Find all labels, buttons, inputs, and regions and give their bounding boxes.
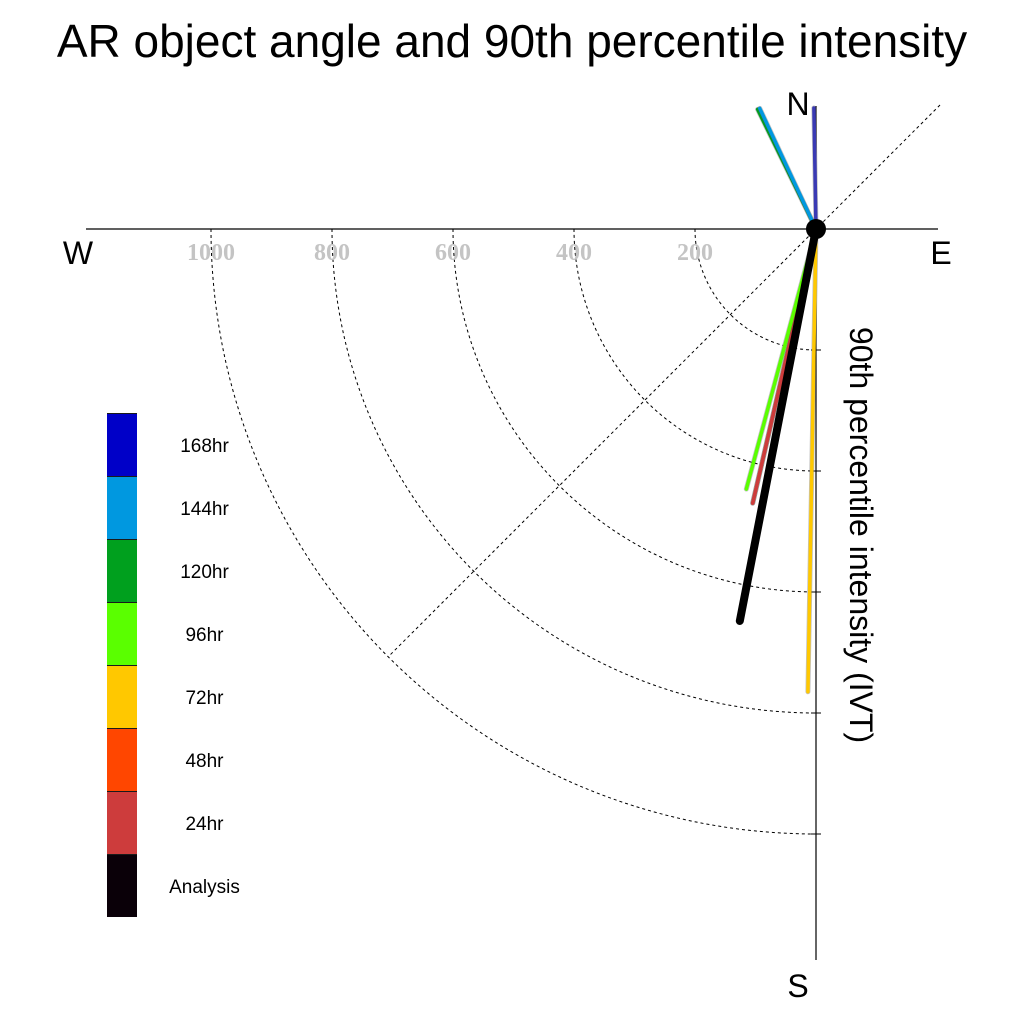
legend-label: 96hr [185,625,224,646]
tick-label-1000: 1000 [187,240,235,266]
legend-swatch [107,791,137,854]
compass-east: E [930,235,951,271]
legend-swatch [107,854,137,917]
legend-item: 120hr [107,539,267,602]
radial-tick-labels: 200 400 600 800 1000 [187,240,713,266]
radial-axis-label: 90th percentile intensity (IVT) [843,327,879,743]
range-ring-800 [331,228,817,714]
legend: 168hr 144hr 120hr 96hr 72hr 48hr 24hr Analysis [107,413,267,917]
tick-label-800: 800 [314,240,350,266]
legend-swatch [107,539,137,602]
chart-title: AR object angle and 90th percentile inte… [56,15,968,67]
vector-144hr [757,106,818,231]
chart-vectors [735,105,826,695]
legend-item: Analysis [107,854,267,917]
compass-west: W [63,235,94,271]
legend-item: 48hr [107,728,267,791]
legend-swatch [107,665,137,728]
legend-label: Analysis [169,877,240,898]
compass-north: N [786,86,809,122]
legend-swatch [107,728,137,791]
legend-swatch [107,476,137,539]
compass-south: S [787,968,808,1004]
range-ring-1000 [210,228,817,835]
origin-marker [806,219,826,239]
compass-labels: N S W E [63,86,952,1004]
vector-analysis [735,225,820,625]
vector-168hr [812,106,818,231]
legend-item: 144hr [107,476,267,539]
legend-label: 120hr [180,562,229,583]
tick-label-200: 200 [677,240,713,266]
diagonal-reference-line [388,104,941,657]
range-ring-600 [452,228,817,593]
legend-label: 24hr [185,814,224,835]
legend-item: 96hr [107,602,267,665]
legend-label: 48hr [185,751,224,772]
legend-swatch [107,602,137,665]
legend-label: 168hr [180,436,229,457]
tick-label-600: 600 [435,240,471,266]
legend-label: 144hr [180,499,229,520]
legend-swatch [107,413,137,476]
legend-item: 72hr [107,665,267,728]
legend-item: 24hr [107,791,267,854]
legend-label: 72hr [185,688,224,709]
legend-item: 168hr [107,413,267,476]
vector-72hr [806,227,818,694]
tick-label-400: 400 [556,240,592,266]
